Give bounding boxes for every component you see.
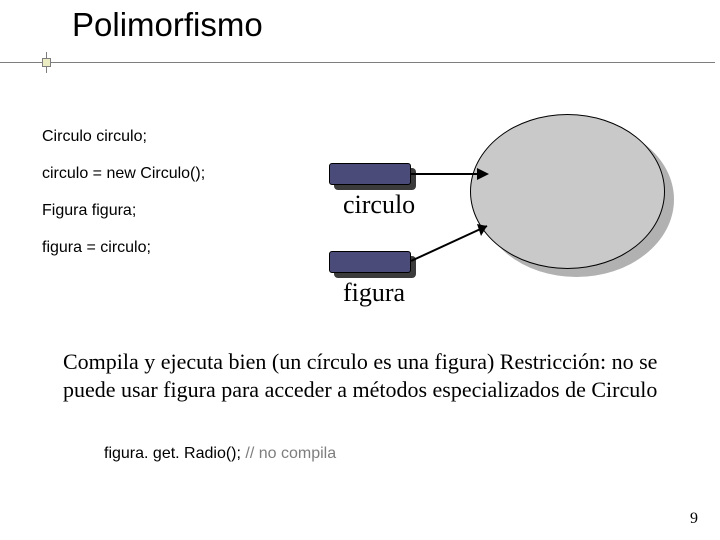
- ref2-label: figura: [343, 278, 405, 308]
- body-paragraph: Compila y ejecuta bien (un círculo es un…: [63, 348, 663, 403]
- ref2-box: [329, 251, 411, 273]
- ref1-label: circulo: [343, 190, 415, 220]
- slide-title: Polimorfismo: [72, 6, 263, 44]
- code-line-1: Circulo circulo;: [42, 128, 147, 146]
- code-line-2: circulo = new Circulo();: [42, 165, 205, 183]
- ref1-box: [329, 163, 411, 185]
- page-number: 9: [690, 510, 698, 528]
- code-line-3: Figura figura;: [42, 202, 136, 220]
- header-rule: [0, 62, 715, 63]
- footer-code-black: figura. get. Radio();: [104, 445, 245, 462]
- code-line-4: figura = circulo;: [42, 239, 151, 257]
- ref1-arrow-line: [411, 173, 479, 175]
- ref2-arrow: [411, 220, 511, 265]
- header-bullet-icon: [42, 58, 51, 67]
- ref1-arrow-head-icon: [477, 168, 489, 180]
- footer-code-comment: // no compila: [245, 445, 336, 462]
- footer-code: figura. get. Radio(); // no compila: [104, 445, 336, 463]
- slide: Polimorfismo Circulo circulo; circulo = …: [0, 0, 720, 540]
